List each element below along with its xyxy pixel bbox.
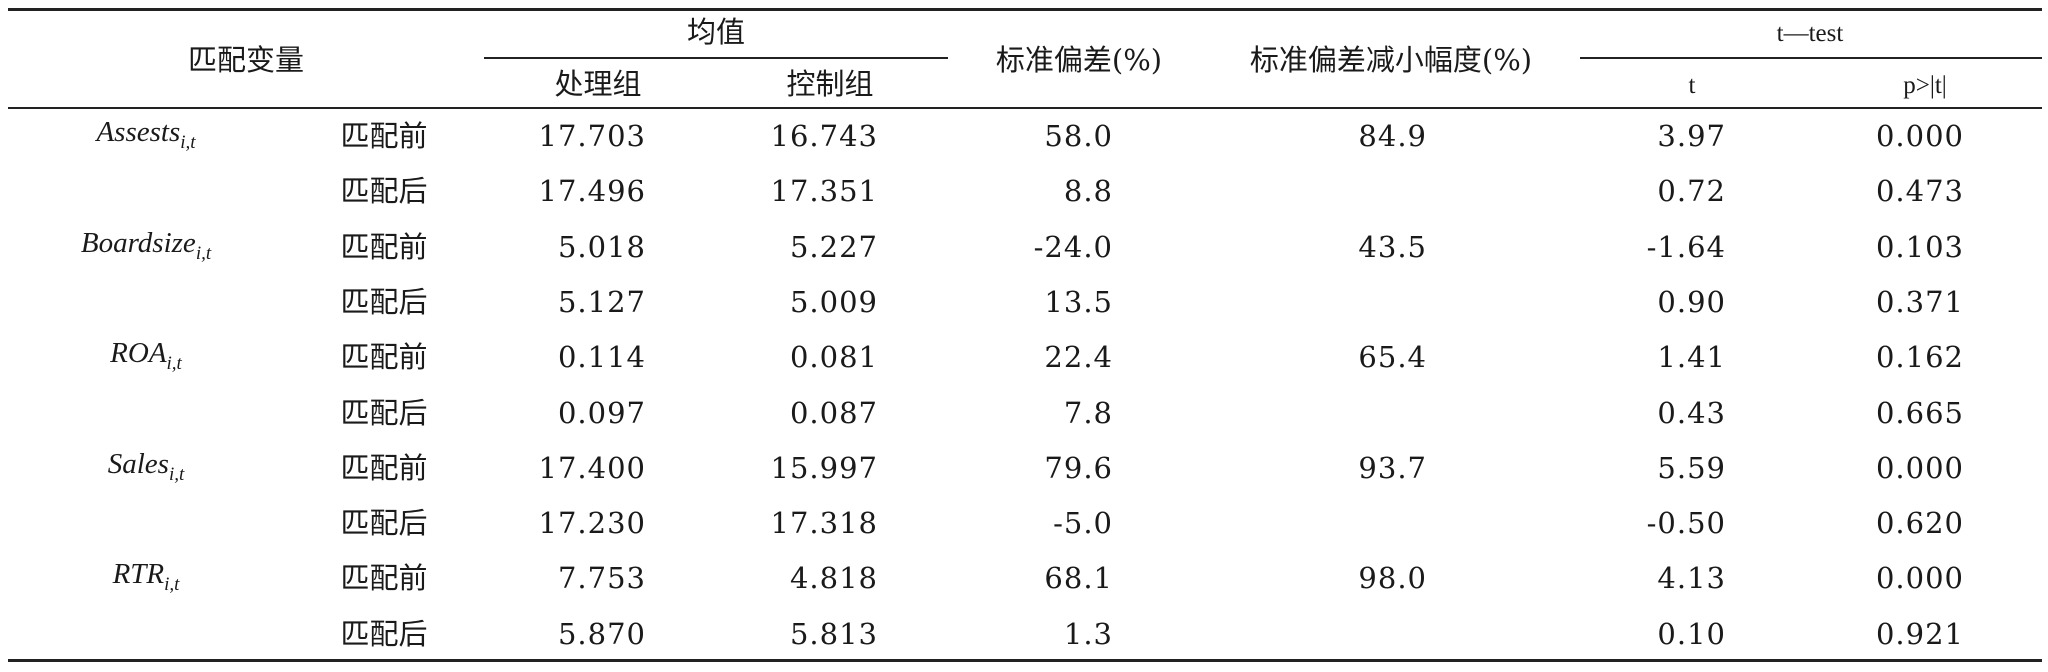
- t-value-cell: 0.72: [1657, 174, 1726, 208]
- header-treatment: 处理组: [554, 67, 642, 101]
- treatment-mean-cell: 5.018: [557, 230, 646, 264]
- control-mean-cell: 17.351: [770, 174, 878, 208]
- variable-name-cell: ROAi,t: [110, 337, 182, 374]
- control-mean-cell: 5.227: [789, 230, 878, 264]
- variable-name: Assests: [96, 116, 181, 148]
- std-bias-reduction-cell: 98.0: [1358, 561, 1427, 595]
- control-mean-cell: 5.009: [789, 285, 878, 319]
- std-bias-cell: 7.8: [1063, 396, 1113, 430]
- bottom-rule: [8, 659, 2042, 662]
- variable-subscript: i,t: [168, 464, 185, 485]
- std-bias-cell: 58.0: [1044, 119, 1113, 153]
- p-value-cell: 0.103: [1875, 230, 1964, 264]
- header-std-bias-reduction: 标准偏差减小幅度(%): [1249, 43, 1533, 77]
- p-value-cell: 0.665: [1875, 396, 1964, 430]
- variable-name-cell: Salesi,t: [107, 448, 185, 485]
- p-value-cell: 0.000: [1875, 561, 1964, 595]
- t-value-cell: -0.50: [1646, 506, 1726, 540]
- t-value-cell: 0.90: [1657, 285, 1726, 319]
- variable-name-cell: RTRi,t: [112, 558, 180, 595]
- treatment-mean-cell: 7.753: [557, 561, 646, 595]
- t-value-cell: -1.64: [1646, 230, 1726, 264]
- treatment-mean-cell: 0.114: [557, 340, 646, 374]
- p-value-cell: 0.000: [1875, 451, 1964, 485]
- header-control: 控制组: [786, 67, 874, 101]
- stage-cell: 匹配后: [340, 285, 428, 319]
- header-matching-variable: 匹配变量: [187, 43, 305, 77]
- variable-subscript: i,t: [164, 574, 180, 595]
- p-value-cell: 0.473: [1875, 174, 1964, 208]
- ttest-group-rule: [1580, 57, 2042, 59]
- header-t: t: [1688, 72, 1696, 99]
- stage-cell: 匹配后: [340, 506, 428, 540]
- stage-cell: 匹配后: [340, 617, 428, 651]
- std-bias-reduction-cell: 43.5: [1358, 230, 1427, 264]
- variable-name: RTR: [112, 558, 165, 590]
- header-ttest: t—test: [1776, 20, 1844, 47]
- treatment-mean-cell: 17.703: [538, 119, 646, 153]
- treatment-mean-cell: 5.127: [557, 285, 646, 319]
- stage-cell: 匹配前: [340, 119, 428, 153]
- header-mean: 均值: [686, 15, 746, 49]
- t-value-cell: 1.41: [1657, 340, 1726, 374]
- control-mean-cell: 17.318: [770, 506, 878, 540]
- header-std-bias: 标准偏差(%): [995, 43, 1163, 77]
- t-value-cell: 5.59: [1657, 451, 1726, 485]
- std-bias-cell: 68.1: [1044, 561, 1113, 595]
- variable-name-cell: Assestsi,t: [96, 116, 196, 153]
- variable-name-cell: Boardsizei,t: [80, 227, 212, 264]
- header-p: p>|t|: [1903, 72, 1947, 99]
- control-mean-cell: 4.818: [789, 561, 878, 595]
- treatment-mean-cell: 17.230: [538, 506, 646, 540]
- p-value-cell: 0.620: [1875, 506, 1964, 540]
- stage-cell: 匹配后: [340, 396, 428, 430]
- std-bias-cell: 79.6: [1044, 451, 1113, 485]
- header-bottom-rule: [8, 107, 2042, 109]
- t-value-cell: 0.43: [1657, 396, 1726, 430]
- top-rule: [8, 8, 2042, 11]
- p-value-cell: 0.162: [1875, 340, 1964, 374]
- std-bias-cell: -5.0: [1053, 506, 1113, 540]
- stage-cell: 匹配前: [340, 451, 428, 485]
- stage-cell: 匹配前: [340, 561, 428, 595]
- std-bias-cell: 22.4: [1044, 340, 1113, 374]
- t-value-cell: 3.97: [1657, 119, 1726, 153]
- variable-subscript: i,t: [166, 353, 182, 374]
- variable-name: Sales: [107, 448, 169, 480]
- control-mean-cell: 0.087: [789, 396, 878, 430]
- p-value-cell: 0.371: [1875, 285, 1964, 319]
- std-bias-cell: 13.5: [1044, 285, 1113, 319]
- stage-cell: 匹配前: [340, 340, 428, 374]
- mean-group-rule: [484, 57, 948, 59]
- std-bias-reduction-cell: 93.7: [1358, 451, 1427, 485]
- treatment-mean-cell: 5.870: [557, 617, 646, 651]
- t-value-cell: 4.13: [1657, 561, 1726, 595]
- p-value-cell: 0.000: [1875, 119, 1964, 153]
- std-bias-reduction-cell: 84.9: [1358, 119, 1427, 153]
- control-mean-cell: 16.743: [770, 119, 878, 153]
- control-mean-cell: 5.813: [789, 617, 878, 651]
- std-bias-cell: 1.3: [1063, 617, 1113, 651]
- treatment-mean-cell: 0.097: [557, 396, 646, 430]
- t-value-cell: 0.10: [1657, 617, 1726, 651]
- variable-name: ROA: [110, 337, 167, 369]
- std-bias-cell: -24.0: [1033, 230, 1113, 264]
- control-mean-cell: 15.997: [770, 451, 878, 485]
- stage-cell: 匹配前: [340, 230, 428, 264]
- p-value-cell: 0.921: [1875, 617, 1964, 651]
- treatment-mean-cell: 17.400: [538, 451, 646, 485]
- control-mean-cell: 0.081: [789, 340, 878, 374]
- variable-subscript: i,t: [180, 132, 196, 153]
- variable-name: Boardsize: [80, 227, 196, 259]
- std-bias-reduction-cell: 65.4: [1358, 340, 1427, 374]
- std-bias-cell: 8.8: [1063, 174, 1113, 208]
- treatment-mean-cell: 17.496: [538, 174, 646, 208]
- variable-subscript: i,t: [195, 243, 212, 264]
- stage-cell: 匹配后: [340, 174, 428, 208]
